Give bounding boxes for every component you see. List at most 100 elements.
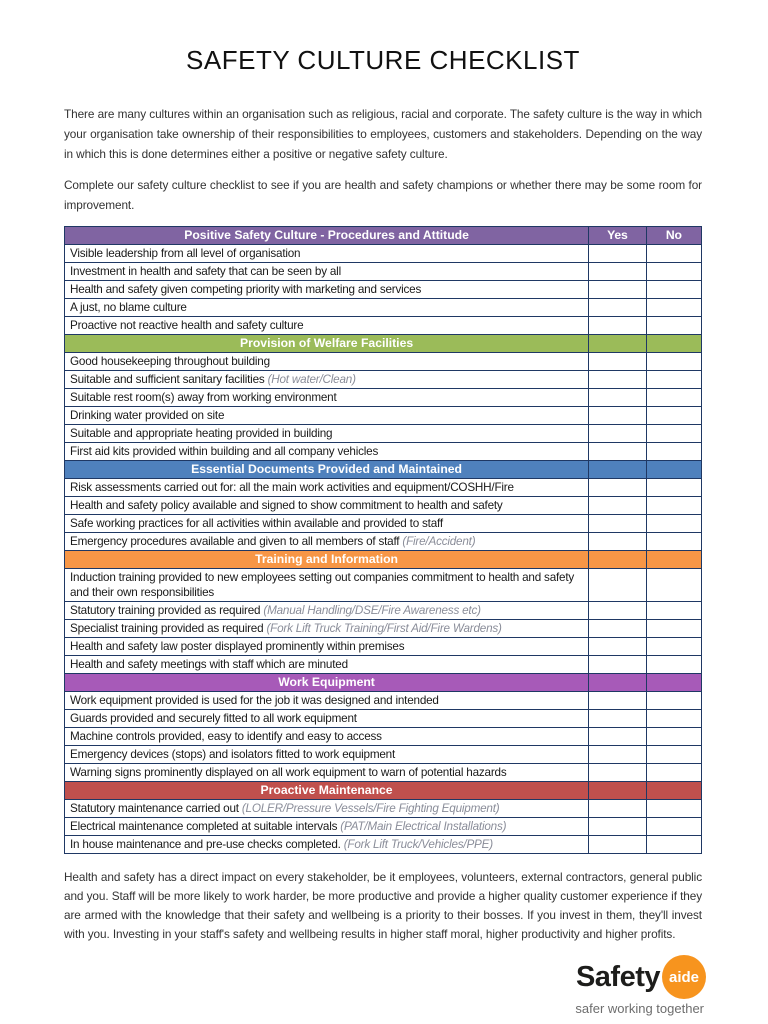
item-text: Electrical maintenance completed at suit… — [70, 820, 338, 833]
no-header-cell: No — [645, 226, 703, 245]
yes-answer-cell — [588, 745, 647, 764]
item-text: First aid kits provided within building … — [70, 445, 379, 458]
item-cell: Induction training provided to new emplo… — [63, 568, 590, 602]
item-note: (Manual Handling/DSE/Fire Awareness etc) — [260, 604, 481, 617]
item-note: (LOLER/Pressure Vessels/Fire Fighting Eq… — [238, 802, 500, 815]
item-cell: Emergency procedures available and given… — [63, 532, 590, 551]
no-answer-cell — [645, 763, 703, 782]
item-text: Emergency devices (stops) and isolators … — [70, 748, 395, 761]
item-text: Emergency procedures available and given… — [70, 535, 400, 548]
item-cell: Investment in health and safety that can… — [63, 262, 590, 281]
item-cell: Warning signs prominently displayed on a… — [63, 763, 590, 782]
item-text: Risk assessments carried out for: all th… — [70, 481, 514, 494]
yes-answer-cell — [588, 568, 647, 602]
yes-answer-cell — [588, 298, 647, 317]
item-text: Visible leadership from all level of org… — [70, 247, 301, 260]
checklist-row: Emergency devices (stops) and isolators … — [63, 745, 703, 764]
item-cell: Suitable and appropriate heating provide… — [63, 424, 590, 443]
no-answer-cell — [645, 352, 703, 371]
item-text: Drinking water provided on site — [70, 409, 225, 422]
item-cell: Suitable and sufficient sanitary facilit… — [63, 370, 590, 389]
logo-wordmark: Safety aide — [576, 955, 706, 999]
no-answer-cell — [645, 709, 703, 728]
section-header-row: Provision of Welfare Facilities — [63, 334, 703, 353]
no-header-cell — [645, 550, 703, 569]
item-text: Health and safety policy available and s… — [70, 499, 503, 512]
checklist-row: Statutory training provided as required … — [63, 601, 703, 620]
no-answer-cell — [645, 514, 703, 533]
section-header-row: Training and Information — [63, 550, 703, 569]
checklist-row: Drinking water provided on site — [63, 406, 703, 425]
no-answer-cell — [645, 727, 703, 746]
item-text: Induction training provided to new emplo… — [70, 571, 575, 599]
no-answer-cell — [645, 244, 703, 263]
item-cell: Health and safety law poster displayed p… — [63, 637, 590, 656]
section-title: Proactive Maintenance — [63, 781, 590, 800]
item-text: Guards provided and securely fitted to a… — [70, 712, 357, 725]
yes-answer-cell — [588, 280, 647, 299]
logo-tagline: safer working together — [575, 1001, 704, 1016]
no-answer-cell — [645, 637, 703, 656]
no-answer-cell — [645, 478, 703, 497]
yes-answer-cell — [588, 727, 647, 746]
item-cell: Health and safety meetings with staff wh… — [63, 655, 590, 674]
logo-text-aide: aide — [668, 968, 699, 986]
yes-header-cell: Yes — [588, 226, 647, 245]
yes-answer-cell — [588, 496, 647, 515]
item-text: Machine controls provided, easy to ident… — [70, 730, 382, 743]
yes-answer-cell — [588, 442, 647, 461]
no-answer-cell — [645, 745, 703, 764]
checklist-row: Work equipment provided is used for the … — [63, 691, 703, 710]
yes-answer-cell — [588, 406, 647, 425]
item-text: A just, no blame culture — [70, 301, 187, 314]
item-text: Suitable and appropriate heating provide… — [70, 427, 333, 440]
no-answer-cell — [645, 655, 703, 674]
item-cell: Specialist training provided as required… — [63, 619, 590, 638]
checklist-row: Electrical maintenance completed at suit… — [63, 817, 703, 836]
checklist-row: Emergency procedures available and given… — [63, 532, 703, 551]
no-header-cell — [645, 460, 703, 479]
no-answer-cell — [645, 406, 703, 425]
no-answer-cell — [645, 799, 703, 818]
checklist-row: Risk assessments carried out for: all th… — [63, 478, 703, 497]
section-header-row: Work Equipment — [63, 673, 703, 692]
checklist-row: Safe working practices for all activitie… — [63, 514, 703, 533]
checklist-row: Good housekeeping throughout building — [63, 352, 703, 371]
item-cell: Health and safety given competing priori… — [63, 280, 590, 299]
item-text: Health and safety meetings with staff wh… — [70, 658, 348, 671]
item-cell: Visible leadership from all level of org… — [63, 244, 590, 263]
section-title: Positive Safety Culture - Procedures and… — [63, 226, 590, 245]
item-cell: Health and safety policy available and s… — [63, 496, 590, 515]
checklist-row: Health and safety law poster displayed p… — [63, 637, 703, 656]
checklist-row: Proactive not reactive health and safety… — [63, 316, 703, 335]
yes-answer-cell — [588, 691, 647, 710]
no-answer-cell — [645, 442, 703, 461]
no-answer-cell — [645, 619, 703, 638]
item-note: (Fork Lift Truck/Vehicles/PPE) — [340, 838, 493, 851]
yes-answer-cell — [588, 370, 647, 389]
no-answer-cell — [645, 496, 703, 515]
item-cell: Guards provided and securely fitted to a… — [63, 709, 590, 728]
no-answer-cell — [645, 601, 703, 620]
checklist-row: Warning signs prominently displayed on a… — [63, 763, 703, 782]
item-text: Suitable and sufficient sanitary facilit… — [70, 373, 265, 386]
item-cell: A just, no blame culture — [63, 298, 590, 317]
yes-answer-cell — [588, 514, 647, 533]
item-cell: Statutory training provided as required … — [63, 601, 590, 620]
item-cell: Good housekeeping throughout building — [63, 352, 590, 371]
section-header-row: Positive Safety Culture - Procedures and… — [63, 226, 703, 245]
checklist-row: Health and safety policy available and s… — [63, 496, 703, 515]
yes-header-cell — [588, 550, 647, 569]
checklist-row: In house maintenance and pre-use checks … — [63, 835, 703, 854]
yes-answer-cell — [588, 601, 647, 620]
logo-text-safety: Safety — [575, 960, 661, 993]
item-note: (Hot water/Clean) — [264, 373, 356, 386]
no-answer-cell — [645, 298, 703, 317]
item-cell: Drinking water provided on site — [63, 406, 590, 425]
yes-answer-cell — [588, 763, 647, 782]
checklist-row: First aid kits provided within building … — [63, 442, 703, 461]
item-text: In house maintenance and pre-use checks … — [70, 838, 341, 851]
item-text: Specialist training provided as required — [70, 622, 264, 635]
item-cell: Risk assessments carried out for: all th… — [63, 478, 590, 497]
yes-answer-cell — [588, 637, 647, 656]
